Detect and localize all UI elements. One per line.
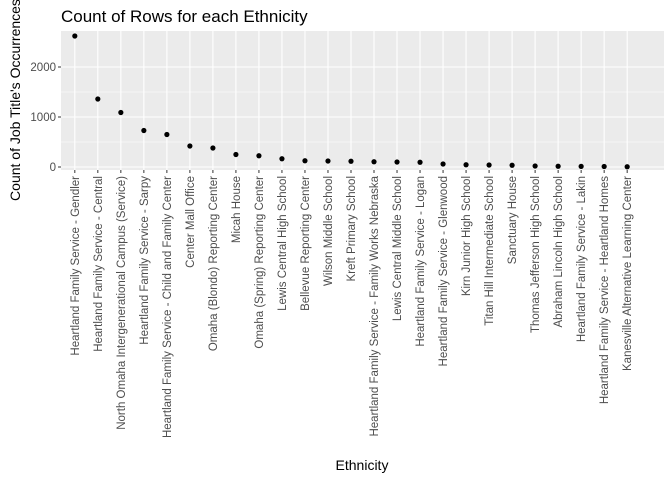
- data-point: [118, 109, 124, 116]
- data-point: [486, 162, 492, 168]
- x-tick-label: Kirn Junior High School: [461, 176, 473, 296]
- data-point: [256, 153, 262, 159]
- x-tick-label: Heartland Family Service - Family Works …: [369, 175, 381, 436]
- data-point: [509, 162, 515, 168]
- data-point: [555, 163, 561, 169]
- x-tick-label: Wilson Middle School: [323, 176, 335, 286]
- data-point: [417, 159, 423, 165]
- y-tick-label: 2000: [30, 62, 56, 74]
- plot-panel: [61, 31, 664, 170]
- x-tick-label: Omaha (Spring) Reporting Center: [254, 176, 266, 349]
- data-point: [95, 96, 101, 102]
- gridlines: [61, 31, 664, 170]
- data-point: [279, 156, 285, 162]
- x-tick-label: Heartland Family Service - Central: [93, 176, 105, 352]
- x-axis-title: Ethnicity: [336, 457, 389, 473]
- x-axis: Heartland Family Service - Gendler Heartl…: [70, 170, 634, 438]
- data-point: [578, 163, 584, 169]
- data-point: [187, 143, 193, 149]
- data-point: [72, 33, 78, 39]
- x-tick-label: Micah House: [231, 176, 243, 243]
- data-point: [624, 164, 630, 170]
- data-point: [532, 163, 538, 169]
- y-axis: 0 1000 2000: [30, 62, 61, 174]
- x-tick-label: Abraham Lincoln High School: [553, 176, 565, 328]
- x-tick-label: Lewis Central Middle School: [392, 176, 404, 321]
- x-tick-label: Kreft Primary School: [346, 176, 358, 281]
- data-point: [302, 158, 308, 164]
- data-point: [348, 158, 354, 164]
- chart-title: Count of Rows for each Ethnicity: [61, 7, 308, 26]
- data-point: [164, 131, 170, 138]
- data-point: [440, 161, 446, 167]
- data-point: [141, 127, 147, 134]
- data-point: [233, 151, 239, 158]
- x-tick-label: Thomas Jefferson High School: [530, 176, 542, 333]
- x-tick-label: Lewis Central High School: [277, 176, 289, 311]
- y-tick-label: 0: [50, 162, 56, 174]
- y-axis-title: Count of Job Title's Occurrences: [7, 0, 23, 201]
- data-points: [72, 33, 630, 170]
- x-tick-label: North Omaha Intergenerational Campus (Se…: [116, 176, 128, 430]
- x-tick-label: Heartland Family Service - Glenwood: [438, 176, 450, 366]
- y-tick-label: 1000: [30, 112, 56, 124]
- data-point: [325, 158, 331, 164]
- x-tick-label: Sanctuary House: [507, 176, 519, 264]
- x-tick-label: Heartland Family Service - Lakin: [576, 176, 588, 342]
- data-point: [601, 163, 607, 170]
- x-tick-label: Heartland Family Service - Heartland Hom…: [599, 176, 611, 404]
- x-tick-label: Heartland Family Service - Logan: [415, 176, 427, 347]
- x-tick-label: Center Mall Office: [185, 176, 197, 268]
- x-tick-label: Heartland Family Service - Gendler: [70, 176, 82, 356]
- x-tick-label: Omaha (Blondo) Reporting Center: [208, 176, 220, 351]
- data-point: [210, 145, 216, 151]
- data-point: [463, 162, 469, 168]
- x-tick-label: Heartland Family Service - Child and Fam…: [162, 176, 174, 438]
- data-point: [371, 159, 377, 165]
- x-tick-label: Heartland Family Service - Sarpy: [139, 176, 151, 345]
- data-point: [394, 159, 400, 165]
- x-tick-label: Titan Hill Intermediate School: [484, 176, 496, 326]
- x-tick-label: Bellevue Reporting Center: [300, 176, 312, 311]
- x-tick-label: Kanesville Alternative Learning Center: [622, 176, 634, 371]
